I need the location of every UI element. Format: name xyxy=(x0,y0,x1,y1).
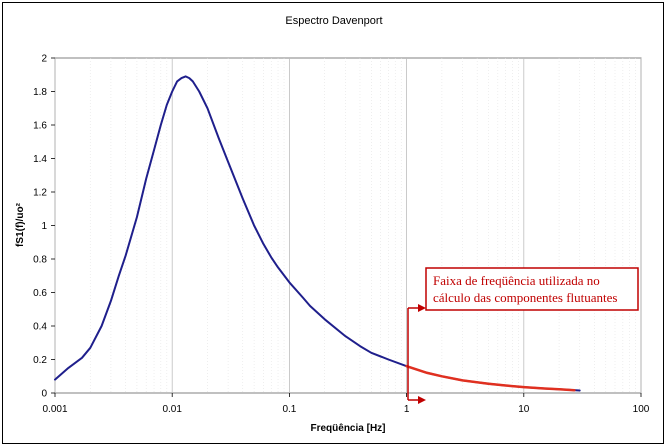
y-tick-label: 1.8 xyxy=(33,87,47,98)
x-tick-label: 10 xyxy=(518,404,530,415)
y-axis-ticks: 0 0.2 0.4 0.6 0.8 1 1.2 1.4 1.6 1.8 2 xyxy=(33,54,55,400)
x-axis-label: Freqüência [Hz] xyxy=(310,423,385,434)
y-tick-label: 1 xyxy=(41,221,47,232)
y-tick-label: 1.2 xyxy=(33,188,47,199)
annotation-line-2: cálculo das componentes flutuantes xyxy=(433,290,617,305)
y-tick-label: 1.4 xyxy=(33,154,47,165)
y-tick-label: 0.4 xyxy=(33,322,47,333)
y-axis-label: fS1(f)/uo² xyxy=(15,202,26,247)
highlighted-frequency-range-line xyxy=(405,364,576,392)
annotation-box xyxy=(425,267,639,311)
y-tick-label: 0.8 xyxy=(33,255,47,266)
y-tick-label: 1.6 xyxy=(33,121,47,132)
chart-title: Espectro Davenport xyxy=(285,15,382,27)
x-tick-label: 1 xyxy=(404,404,410,415)
x-tick-label: 0.1 xyxy=(282,404,296,415)
plot-area xyxy=(54,57,642,394)
y-tick-label: 0 xyxy=(41,389,47,400)
annotation-arrowhead-upper xyxy=(418,304,426,312)
annotation-callout: Faixa de freqüência utilizada no cálculo… xyxy=(407,267,639,404)
x-tick-label: 100 xyxy=(633,404,650,415)
y-tick-label: 2 xyxy=(41,54,47,65)
annotation-arrowhead-lower xyxy=(418,396,426,404)
x-axis-ticks: 0.001 0.01 0.1 1 10 100 xyxy=(42,393,650,415)
series-layer xyxy=(54,75,581,392)
x-tick-label: 0.001 xyxy=(42,404,67,415)
x-tick-label: 0.01 xyxy=(162,404,182,415)
y-tick-label: 0.6 xyxy=(33,288,47,299)
annotation-line-1: Faixa de freqüência utilizada no xyxy=(433,273,600,288)
plot-border xyxy=(54,57,642,394)
y-tick-label: 0.2 xyxy=(33,355,47,366)
